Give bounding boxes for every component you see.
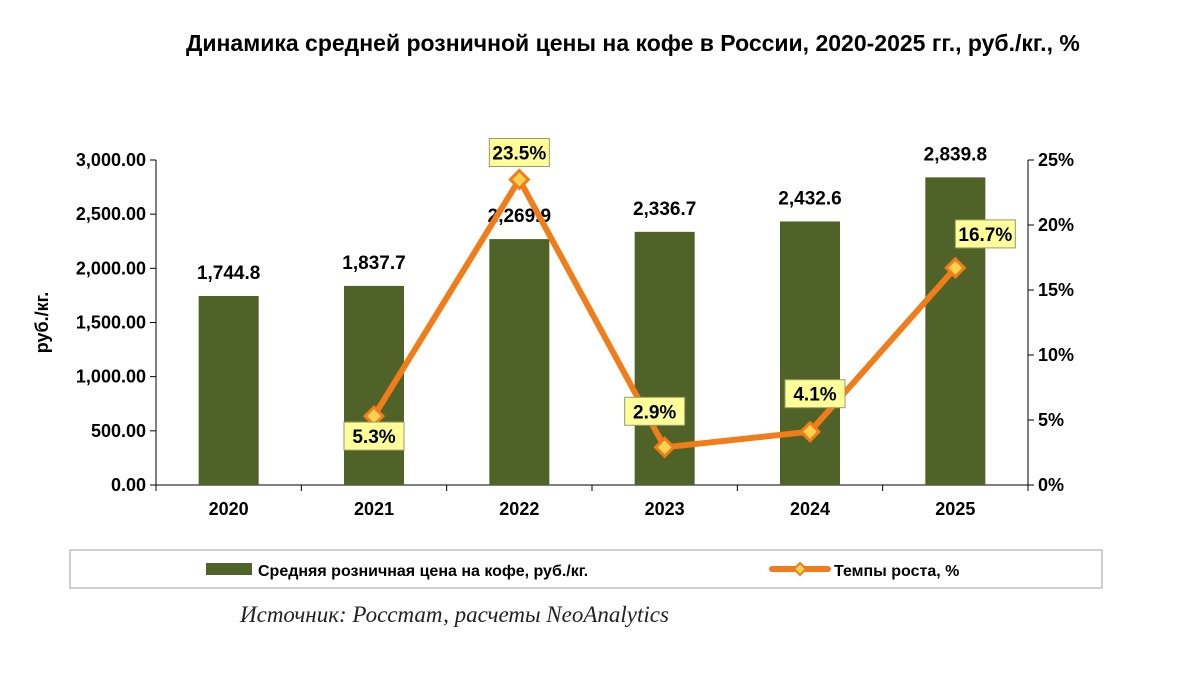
- bar-value-label: 2,432.6: [778, 188, 841, 209]
- right-tick-label: 0%: [1038, 475, 1064, 495]
- left-tick-label: 2,500.00: [76, 204, 146, 224]
- left-tick-label: 2,000.00: [76, 258, 146, 278]
- bar-price-2020: [198, 295, 259, 485]
- growth-label-box: [784, 379, 846, 409]
- growth-label-box: [488, 138, 550, 167]
- bar-value-label: 1,837.7: [342, 253, 405, 274]
- x-tick-label: 2021: [354, 499, 394, 519]
- right-tick-label: 20%: [1038, 215, 1074, 235]
- left-tick-label: 1,000.00: [76, 367, 146, 387]
- y-axis-title: руб./кг.: [32, 292, 52, 354]
- legend-label-growth: Темпы роста, %: [834, 563, 959, 580]
- bar-value-label: 1,744.8: [197, 263, 260, 284]
- right-tick-label: 10%: [1038, 345, 1074, 365]
- bar-value-label: 2,839.8: [924, 144, 987, 165]
- x-tick-label: 2025: [935, 499, 975, 519]
- bar-value-label: 2,336.7: [633, 199, 696, 220]
- left-tick-label: 1,500.00: [76, 313, 146, 333]
- growth-label-box: [954, 219, 1016, 249]
- growth-point-2022: [508, 168, 531, 191]
- left-tick-label: 3,000.00: [76, 150, 146, 170]
- right-tick-label: 15%: [1038, 280, 1074, 300]
- bar-price-2022: [489, 239, 550, 485]
- growth-point-2023: [653, 436, 676, 459]
- growth-value-label: 4.1%: [793, 385, 836, 406]
- legend-swatch-price: [206, 563, 252, 575]
- chart-plot-area: 3,000.00 2,500.00 2,000.00 1,500.00 1,000.00…: [32, 138, 1103, 589]
- growth-label-box: [624, 396, 686, 426]
- x-tick-label: 2023: [645, 499, 685, 519]
- growth-value-label: 5.3%: [352, 427, 395, 448]
- x-tick-label: 2020: [209, 499, 249, 519]
- right-tick-label: 25%: [1038, 150, 1074, 170]
- source-note: Источник: Росстат, расчеты NeoAnalytics: [240, 602, 669, 627]
- left-tick-label: 0.00: [111, 475, 146, 495]
- growth-value-label: 2.9%: [633, 402, 676, 423]
- growth-point-2024: [798, 420, 822, 443]
- legend-swatch-growth-marker: [792, 561, 808, 577]
- growth-value-label: 23.5%: [492, 144, 546, 165]
- x-tick-label: 2022: [499, 499, 539, 519]
- bar-price-2024: [780, 221, 840, 486]
- left-tick-label: 500.00: [91, 421, 146, 441]
- chart-title: Динамика средней розничной цены на кофе …: [186, 30, 1080, 56]
- legend-label-price: Средняя розничная цена на кофе, руб./кг.: [258, 563, 588, 580]
- growth-label-box: [343, 421, 405, 451]
- right-tick-label: 5%: [1038, 410, 1064, 430]
- growth-point-2025: [944, 256, 967, 280]
- growth-value-label: 16.7%: [958, 225, 1012, 246]
- x-tick-label: 2024: [790, 499, 830, 519]
